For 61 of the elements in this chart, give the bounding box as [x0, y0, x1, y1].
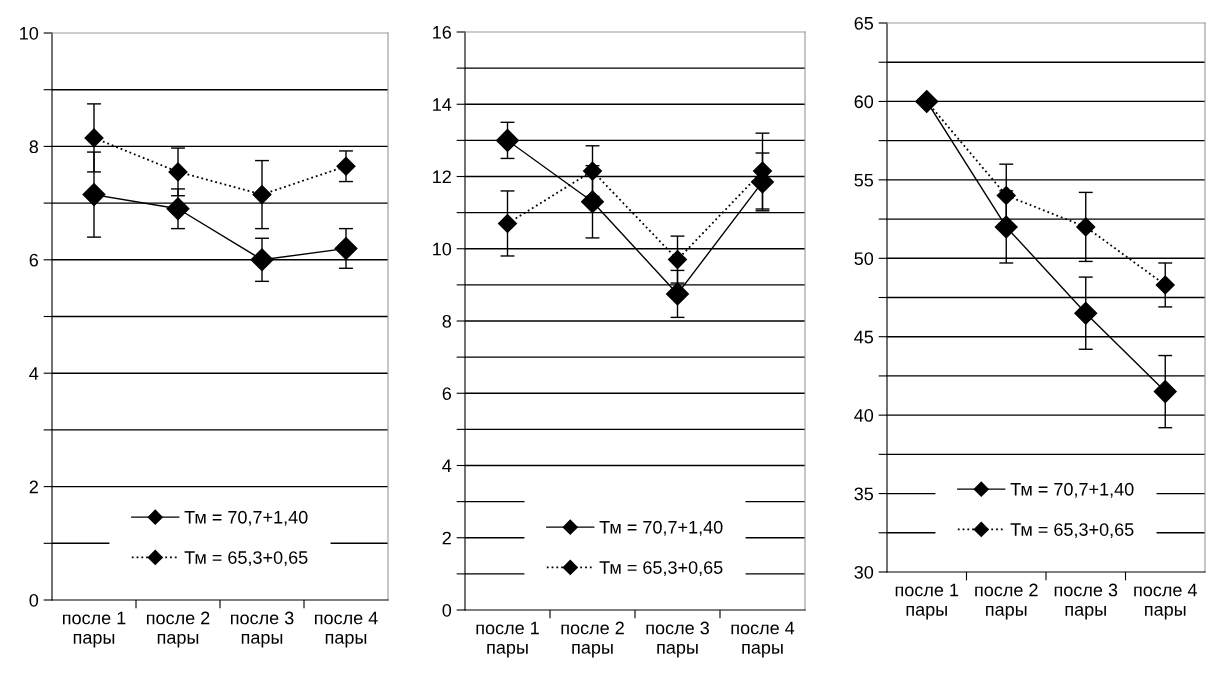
point [1153, 380, 1177, 404]
point [581, 190, 604, 214]
y-tick-label: 8 [442, 314, 452, 328]
legend-label: Тм = 70,7+1,40 [1010, 482, 1134, 498]
point [336, 156, 356, 176]
y-tick-label: 0 [442, 603, 452, 617]
point [497, 213, 518, 233]
y-tick-label: 4 [29, 367, 39, 380]
point [994, 215, 1018, 239]
y-tick-label: 10 [20, 26, 39, 40]
y-tick-label: 65 [854, 16, 874, 30]
point [996, 186, 1016, 206]
point [334, 236, 358, 260]
point [1155, 275, 1175, 295]
y-tick-label: 16 [433, 25, 452, 39]
point [666, 282, 689, 306]
y-tick-label: 2 [442, 531, 451, 545]
y-tick-label: 55 [854, 173, 874, 187]
y-tick-label: 2 [29, 480, 38, 494]
point [582, 161, 603, 181]
x-tick-label: после 1 пары [476, 621, 539, 658]
y-tick-label: 4 [442, 459, 452, 473]
x-tick-label: после 3 пары [646, 621, 709, 658]
x-tick-label: после 4 пары [315, 611, 378, 648]
y-tick-label: 40 [854, 409, 874, 422]
y-tick-label: 6 [29, 253, 39, 267]
y-tick-label: 14 [433, 98, 452, 111]
legend-label: Тм = 65,3+0,65 [599, 561, 723, 577]
point [168, 162, 188, 182]
y-tick-label: 0 [29, 593, 39, 607]
legend-label: Тм = 65,3+0,65 [1010, 523, 1134, 539]
point [166, 197, 190, 221]
point [667, 250, 688, 270]
y-tick-label: 8 [29, 140, 39, 154]
point [250, 248, 274, 272]
y-tick-label: 45 [854, 330, 874, 344]
point [82, 183, 106, 207]
legend-label: Тм = 65,3+0,65 [184, 551, 308, 567]
x-tick-label: после 1 пары [63, 611, 126, 648]
legend-label: Тм = 70,7+1,40 [599, 520, 723, 536]
x-tick-label: после 2 пары [147, 611, 210, 648]
legend-label: Тм = 70,7+1,40 [184, 510, 308, 526]
point [1074, 301, 1098, 325]
y-tick-label: 50 [854, 252, 874, 266]
point [496, 128, 519, 152]
y-tick-label: 60 [854, 95, 874, 109]
y-tick-label: 10 [433, 242, 452, 256]
y-tick-label: 12 [433, 170, 451, 184]
x-tick-label: после 4 пары [1134, 583, 1197, 620]
y-tick-label: 35 [854, 487, 874, 501]
point [1076, 217, 1096, 237]
x-tick-label: после 3 пары [231, 611, 294, 648]
y-tick-label: 6 [442, 387, 452, 400]
x-tick-label: после 1 пары [895, 583, 959, 620]
point [84, 128, 104, 148]
x-tick-label: после 2 пары [975, 583, 1038, 620]
y-tick-label: 30 [854, 565, 874, 579]
x-tick-label: после 2 пары [561, 621, 624, 658]
x-tick-label: после 4 пары [731, 621, 795, 658]
point [252, 185, 272, 205]
x-tick-label: после 3 пары [1054, 583, 1118, 620]
